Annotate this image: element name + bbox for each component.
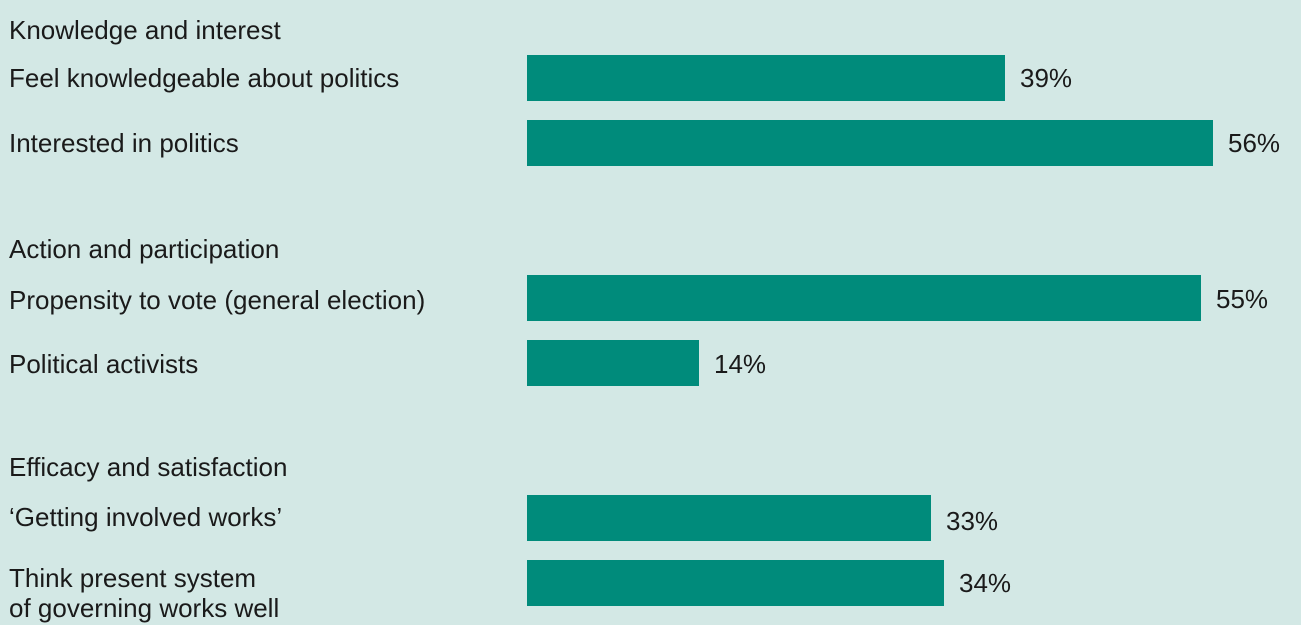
value-label-political-activists: 14% <box>714 349 767 379</box>
bar-political-activists <box>527 340 699 386</box>
bar-interested-in-politics <box>527 120 1213 166</box>
value-label-propensity-to-vote: 55% <box>1216 284 1269 314</box>
bar-feel-knowledgeable <box>527 55 1005 101</box>
bar-propensity-to-vote <box>527 275 1201 321</box>
value-label-present-system-works-well: 34% <box>959 568 1012 598</box>
row-label-interested-in-politics: Interested in politics <box>9 128 239 158</box>
section-title-knowledge-and-interest: Knowledge and interest <box>9 15 281 45</box>
value-label-feel-knowledgeable: 39% <box>1020 63 1073 93</box>
row-label-feel-knowledgeable: Feel knowledgeable about politics <box>9 63 400 93</box>
bar-getting-involved-works <box>527 495 931 541</box>
value-label-interested-in-politics: 56% <box>1228 128 1281 158</box>
bar-present-system-works-well <box>527 560 944 606</box>
row-label-getting-involved-works: ‘Getting involved works’ <box>9 502 283 532</box>
row-label-present-system-works-well: Think present system of governing works … <box>9 563 280 623</box>
section-title-efficacy-and-satisfaction: Efficacy and satisfaction <box>9 452 288 482</box>
row-label-propensity-to-vote: Propensity to vote (general election) <box>9 285 426 315</box>
row-label-political-activists: Political activists <box>9 349 199 379</box>
value-label-getting-involved-works: 33% <box>946 506 999 536</box>
section-title-action-and-participation: Action and participation <box>9 234 280 264</box>
